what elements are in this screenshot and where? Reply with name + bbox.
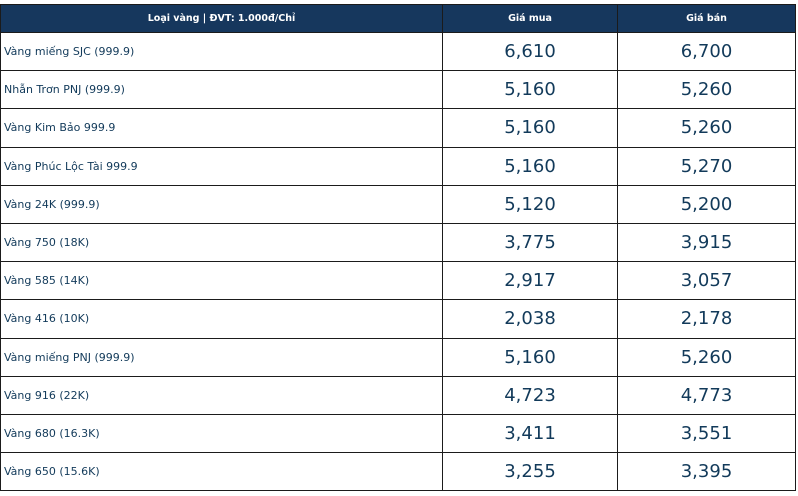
table-row: Vàng 24K (999.9) 5,120 5,200 — [0, 184, 796, 224]
buy-price-cell: 2,038 — [442, 299, 618, 339]
sell-price-cell: 3,057 — [617, 261, 796, 301]
sell-price-cell: 4,773 — [617, 375, 796, 415]
buy-price-cell: 3,411 — [442, 413, 618, 454]
sell-price-cell: 3,551 — [617, 413, 796, 454]
table-row: Vàng miếng SJC (999.9) 6,610 6,700 — [0, 31, 796, 72]
gold-type-cell: Vàng 24K (999.9) — [0, 184, 443, 224]
table-row: Vàng miếng PNJ (999.9) 5,160 5,260 — [0, 337, 796, 377]
buy-price-cell: 2,917 — [442, 261, 618, 301]
gold-type-cell: Vàng 416 (10K) — [0, 299, 443, 339]
table-row: Vàng 680 (16.3K) 3,411 3,551 — [0, 413, 796, 454]
buy-price-cell: 5,160 — [442, 70, 618, 110]
sell-price-cell: 3,395 — [617, 452, 796, 492]
table-row: Vàng 650 (15.6K) 3,255 3,395 — [0, 452, 796, 492]
gold-type-cell: Vàng 680 (16.3K) — [0, 413, 443, 454]
gold-type-cell: Vàng Kim Bảo 999.9 — [0, 108, 443, 148]
buy-price-cell: 5,160 — [442, 337, 618, 377]
gold-type-cell: Nhẫn Trơn PNJ (999.9) — [0, 70, 443, 110]
table-row: Vàng 750 (18K) 3,775 3,915 — [0, 222, 796, 263]
gold-type-cell: Vàng 585 (14K) — [0, 261, 443, 301]
buy-price-cell: 4,723 — [442, 375, 618, 415]
buy-price-cell: 6,610 — [442, 31, 618, 72]
sell-price-cell: 5,270 — [617, 146, 796, 186]
gold-type-cell: Vàng miếng PNJ (999.9) — [0, 337, 443, 377]
table-header-row: Loại vàng | ĐVT: 1.000đ/Chỉ Giá mua Giá … — [0, 4, 796, 33]
buy-price-cell: 5,120 — [442, 184, 618, 224]
table-row: Vàng Kim Bảo 999.9 5,160 5,260 — [0, 108, 796, 148]
header-buy-price: Giá mua — [442, 4, 618, 33]
table-row: Vàng 585 (14K) 2,917 3,057 — [0, 261, 796, 301]
header-sell-price: Giá bán — [617, 4, 796, 33]
buy-price-cell: 3,775 — [442, 222, 618, 263]
buy-price-cell: 5,160 — [442, 146, 618, 186]
sell-price-cell: 5,260 — [617, 70, 796, 110]
table-row: Vàng 916 (22K) 4,723 4,773 — [0, 375, 796, 415]
sell-price-cell: 2,178 — [617, 299, 796, 339]
gold-type-cell: Vàng 916 (22K) — [0, 375, 443, 415]
header-gold-type: Loại vàng | ĐVT: 1.000đ/Chỉ — [0, 4, 443, 33]
gold-price-table: Loại vàng | ĐVT: 1.000đ/Chỉ Giá mua Giá … — [0, 4, 796, 492]
gold-type-cell: Vàng 650 (15.6K) — [0, 452, 443, 492]
sell-price-cell: 6,700 — [617, 31, 796, 72]
sell-price-cell: 5,260 — [617, 108, 796, 148]
gold-type-cell: Vàng Phúc Lộc Tài 999.9 — [0, 146, 443, 186]
sell-price-cell: 5,200 — [617, 184, 796, 224]
sell-price-cell: 5,260 — [617, 337, 796, 377]
table-row: Vàng Phúc Lộc Tài 999.9 5,160 5,270 — [0, 146, 796, 186]
gold-type-cell: Vàng miếng SJC (999.9) — [0, 31, 443, 72]
table-row: Nhẫn Trơn PNJ (999.9) 5,160 5,260 — [0, 70, 796, 110]
buy-price-cell: 3,255 — [442, 452, 618, 492]
buy-price-cell: 5,160 — [442, 108, 618, 148]
gold-type-cell: Vàng 750 (18K) — [0, 222, 443, 263]
sell-price-cell: 3,915 — [617, 222, 796, 263]
table-row: Vàng 416 (10K) 2,038 2,178 — [0, 299, 796, 339]
